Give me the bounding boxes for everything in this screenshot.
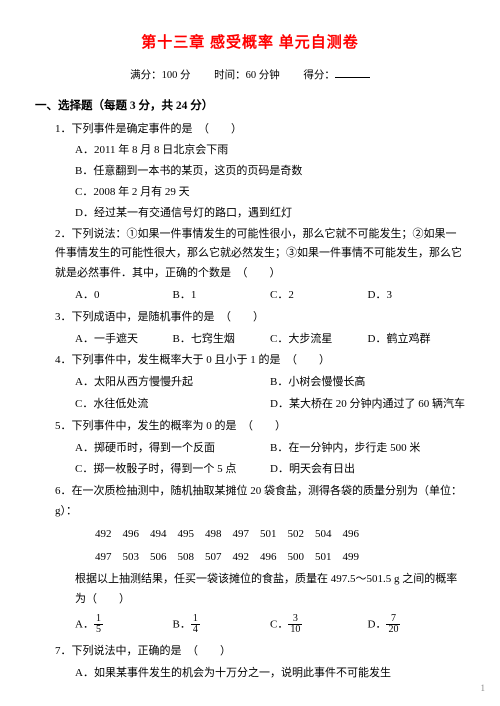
q2-c: C．2 xyxy=(270,286,368,306)
full-score: 满分：100 分 xyxy=(130,70,190,81)
q3-options: A．一手遮天 B．七窍生烟 C．大步流星 D．鹤立鸡群 xyxy=(75,330,465,350)
q4-d: D．某大桥在 20 分钟内通过了 60 辆汽车 xyxy=(270,395,465,415)
q3-stem: 3．下列成语中，是随机事件的是 （ ） xyxy=(55,308,465,328)
score-label: 得分： xyxy=(303,70,335,81)
q6-stem: 6．在一次质检抽测中，随机抽取某摊位 20 袋食盐，测得各袋的质量分别为（单位：… xyxy=(55,482,465,522)
q1-d: D．经过某一有交通信号灯的路口，遇到红灯 xyxy=(75,204,465,224)
q5-options-2: C．掷一枚骰子时，得到一个 5 点 D．明天会有日出 xyxy=(75,460,465,480)
q4-b: B．小树会慢慢长高 xyxy=(270,373,465,393)
q2-d: D．3 xyxy=(368,286,466,306)
q5-b: B．在一分钟内，步行走 500 米 xyxy=(270,439,465,459)
q6-options: A．15 B．14 C．310 D．720 xyxy=(75,614,465,636)
q5-a: A．掷硬币时，得到一个反面 xyxy=(75,439,270,459)
q4-options-1: A．太阳从西方慢慢升起 B．小树会慢慢长高 xyxy=(75,373,465,393)
q6-data-row1: 492 496 494 495 498 497 501 502 504 496 xyxy=(95,525,465,545)
q1-c: C．2008 年 2 月有 29 天 xyxy=(75,183,465,203)
q5-stem: 5．下列事件中，发生的概率为 0 的是 （ ） xyxy=(55,417,465,437)
q6-a: A．15 xyxy=(75,614,173,636)
q7-a: A．如果某事件发生的机会为十万分之一，说明此事件不可能发生 xyxy=(75,664,465,684)
q2-b: B．1 xyxy=(173,286,271,306)
q4-options-2: C．水往低处流 D．某大桥在 20 分钟内通过了 60 辆汽车 xyxy=(75,395,465,415)
score-blank[interactable] xyxy=(335,77,370,78)
q5-c: C．掷一枚骰子时，得到一个 5 点 xyxy=(75,460,270,480)
q5-options-1: A．掷硬币时，得到一个反面 B．在一分钟内，步行走 500 米 xyxy=(75,439,465,459)
q4-a: A．太阳从西方慢慢升起 xyxy=(75,373,270,393)
q3-c: C．大步流星 xyxy=(270,330,368,350)
q1-stem: 1．下列事件是确定事件的是 （ ） xyxy=(55,120,465,140)
q1-b: B．任意翻到一本书的某页，这页的页码是奇数 xyxy=(75,162,465,182)
q3-d: D．鹤立鸡群 xyxy=(368,330,466,350)
q3-b: B．七窍生烟 xyxy=(173,330,271,350)
q6-b: B．14 xyxy=(173,614,271,636)
q6-continue: 根据以上抽测结果，任买一袋该摊位的食盐，质量在 497.5～501.5 g 之间… xyxy=(75,570,465,610)
exam-title: 第十三章 感受概率 单元自测卷 xyxy=(35,30,465,57)
q4-stem: 4．下列事件中，发生概率大于 0 且小于 1 的是 （ ） xyxy=(55,351,465,371)
q3-a: A．一手遮天 xyxy=(75,330,173,350)
section-1-heading: 一、选择题（每题 3 分，共 24 分） xyxy=(35,96,465,117)
q7-stem: 7．下列说法中，正确的是 （ ） xyxy=(55,642,465,662)
q2-options: A．0 B．1 C．2 D．3 xyxy=(75,286,465,306)
q6-d: D．720 xyxy=(368,614,466,636)
exam-meta: 满分：100 分 时间：60 分钟 得分： xyxy=(35,67,465,86)
q6-c: C．310 xyxy=(270,614,368,636)
q6-data-row2: 497 503 506 508 507 492 496 500 501 499 xyxy=(95,548,465,568)
q2-stem: 2．下列说法：①如果一件事情发生的可能性很小，那么它就不可能发生；②如果一件事情… xyxy=(55,225,465,284)
q1-a: A．2011 年 8 月 8 日北京会下雨 xyxy=(75,141,465,161)
q2-a: A．0 xyxy=(75,286,173,306)
time-limit: 时间：60 分钟 xyxy=(214,70,280,81)
q4-c: C．水往低处流 xyxy=(75,395,270,415)
q5-d: D．明天会有日出 xyxy=(270,460,465,480)
page-number: 1 xyxy=(481,680,486,696)
